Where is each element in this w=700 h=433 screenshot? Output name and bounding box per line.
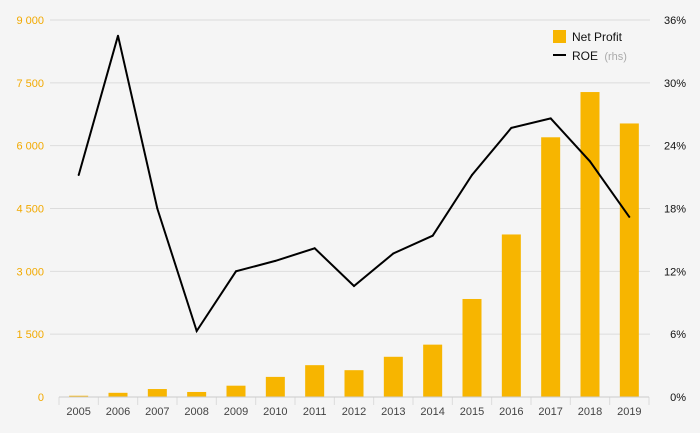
- bar-net-profit: [147, 389, 167, 397]
- bar-net-profit: [423, 344, 443, 397]
- y-right-tick-label: 36%: [664, 15, 686, 27]
- bar-net-profit: [541, 137, 561, 398]
- y-left-tick-label: 7 500: [16, 78, 44, 90]
- point-roe: [353, 284, 355, 287]
- gridlines: [50, 19, 650, 405]
- legend-swatch-net-profit: [553, 30, 566, 43]
- legend-label-roe-name: ROE: [572, 49, 598, 63]
- x-tick-label: 2006: [106, 406, 130, 418]
- point-roe: [471, 173, 473, 176]
- bar-net-profit: [305, 365, 325, 397]
- point-roe: [589, 160, 591, 163]
- bar-net-profit: [69, 395, 89, 397]
- x-tick-label: 2015: [460, 406, 484, 418]
- point-roe: [195, 330, 198, 333]
- x-tick-label: 2019: [617, 406, 641, 418]
- point-roe: [156, 207, 159, 210]
- bar-net-profit: [383, 356, 403, 397]
- y-right-tick-label: 18%: [664, 204, 686, 216]
- point-roe: [117, 34, 119, 37]
- bar-net-profit: [226, 385, 246, 397]
- bar-net-profit: [344, 370, 364, 397]
- bar-net-profit: [619, 123, 639, 398]
- y-right-tick-label: 6%: [670, 329, 686, 341]
- y-right-tick-label: 24%: [664, 141, 686, 153]
- point-roe: [431, 234, 434, 237]
- legend-label-roe: ROE (rhs): [572, 49, 627, 63]
- x-tick-label: 2008: [184, 406, 208, 418]
- point-roe: [274, 259, 277, 262]
- y-left-tick-label: 3 000: [16, 266, 44, 278]
- x-tick-label: 2012: [342, 406, 366, 418]
- point-roe: [510, 126, 513, 129]
- bar-series: [69, 92, 639, 398]
- point-roe: [313, 247, 316, 250]
- x-tick-label: 2005: [66, 406, 90, 418]
- x-tick-label: 2017: [538, 406, 562, 418]
- y-left-tick-label: 4 500: [16, 204, 44, 216]
- bar-net-profit: [108, 392, 128, 397]
- x-tick-label: 2016: [499, 406, 523, 418]
- bar-net-profit: [187, 391, 207, 397]
- axes: 0 0% 1 500 6% 3 000 12% 4 500 18% 6 000 24% 7 500 3…: [16, 15, 686, 418]
- bar-net-profit: [265, 376, 285, 397]
- y-left-tick-label: 0: [38, 392, 44, 404]
- y-right-tick-label: 30%: [664, 78, 686, 90]
- bar-net-profit: [462, 298, 482, 397]
- y-left-tick-label: 1 500: [16, 329, 44, 341]
- legend-label-net-profit: Net Profit: [572, 30, 623, 44]
- point-roe: [77, 173, 80, 176]
- x-tick-label: 2009: [224, 406, 248, 418]
- legend-label-roe-suffix: (rhs): [604, 51, 627, 63]
- x-tick-label: 2011: [303, 406, 327, 418]
- point-roe: [392, 252, 395, 255]
- bar-net-profit: [580, 92, 600, 397]
- bar-net-profit: [501, 234, 521, 397]
- x-tick-label: 2007: [145, 406, 169, 418]
- point-roe: [549, 117, 552, 120]
- legend: Net Profit ROE (rhs): [553, 30, 627, 63]
- y-left-tick-label: 6 000: [16, 141, 44, 153]
- line-series: [77, 34, 631, 334]
- point-roe: [628, 215, 631, 218]
- x-tick-label: 2010: [263, 406, 287, 418]
- x-tick-label: 2018: [578, 406, 602, 418]
- y-left-tick-label: 9 000: [16, 15, 44, 27]
- x-tick-label: 2013: [381, 406, 405, 418]
- x-tick-label: 2014: [420, 406, 444, 418]
- y-right-tick-label: 12%: [664, 266, 686, 278]
- y-right-tick-label: 0%: [670, 392, 686, 404]
- point-roe: [235, 270, 237, 273]
